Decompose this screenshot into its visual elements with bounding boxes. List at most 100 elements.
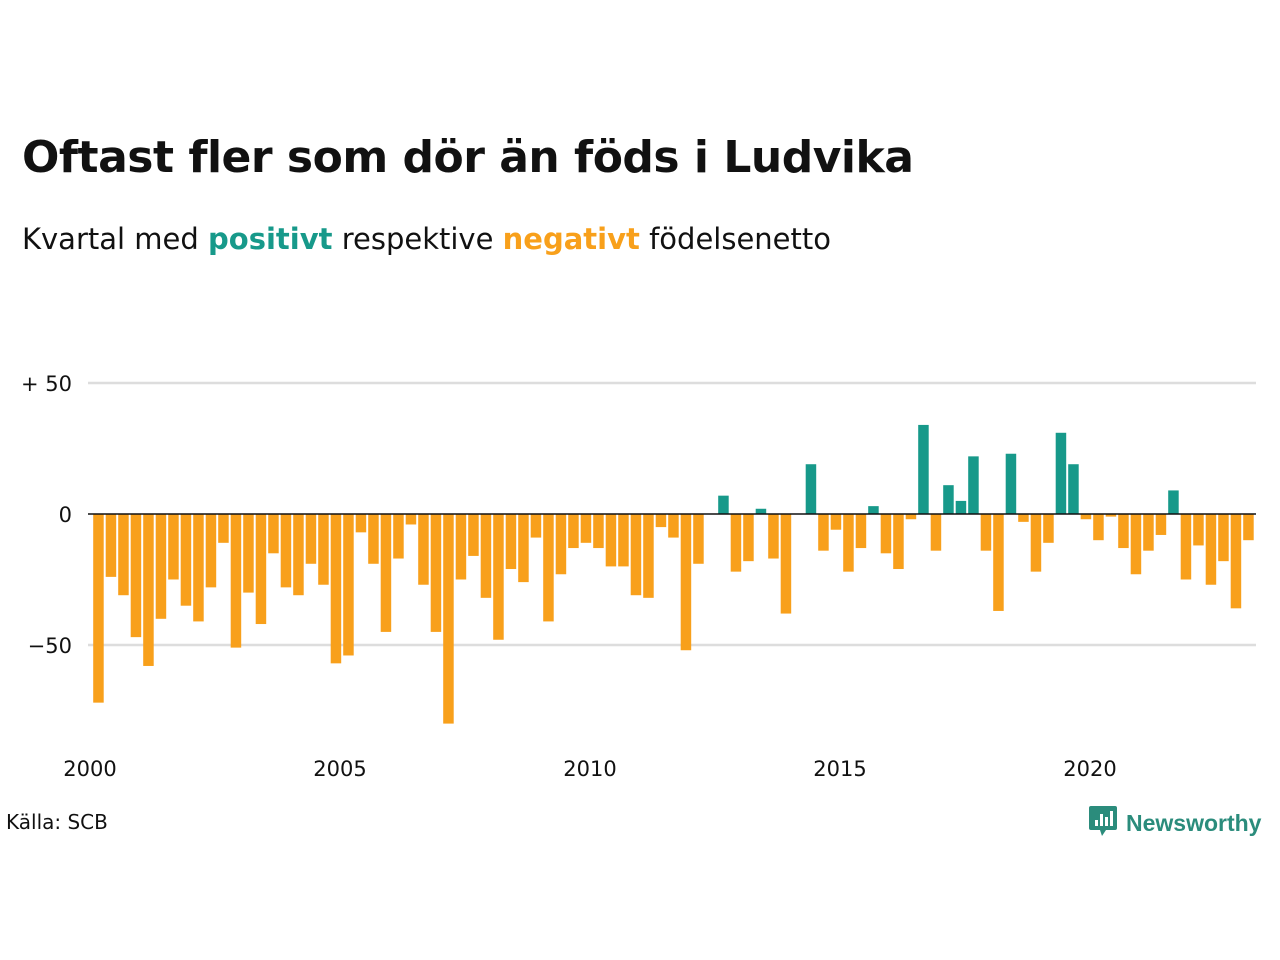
bar: [1218, 514, 1229, 562]
bar: [1080, 514, 1092, 520]
x-tick-label: 2020: [1063, 757, 1116, 781]
axis-layer: + 50 0 −50 2000 2005 2010 2015 2020: [21, 372, 1256, 781]
bar: [1018, 514, 1029, 522]
chart-title: Oftast fler som dör än föds i Ludvika: [22, 132, 914, 183]
bar: [1230, 514, 1242, 609]
bar: [218, 514, 229, 543]
bar: [930, 514, 942, 551]
bar: [343, 514, 354, 656]
bar: [680, 514, 692, 651]
bar: [893, 514, 904, 570]
bar: [780, 514, 792, 614]
bar: [993, 514, 1004, 611]
bar: [293, 514, 304, 596]
bar: [855, 514, 867, 549]
bar: [243, 514, 254, 593]
bar: [205, 514, 217, 588]
bar: [455, 514, 467, 580]
brand-name: Newsworthy: [1126, 809, 1262, 836]
bar: [430, 514, 442, 632]
x-tick-label: 2000: [63, 757, 116, 781]
subtitle-suffix: födelsenetto: [649, 222, 831, 256]
bar: [955, 500, 967, 514]
bar: [730, 514, 742, 572]
bar: [1055, 432, 1067, 514]
bar: [518, 514, 529, 583]
newsworthy-logo-icon: [1088, 804, 1118, 842]
bar: [1168, 490, 1179, 514]
bar: [1143, 514, 1154, 551]
bar: [743, 514, 754, 562]
bar: [568, 514, 579, 549]
bar: [255, 514, 267, 625]
bar: [693, 514, 704, 564]
subtitle-prefix: Kvartal med: [22, 222, 199, 256]
bar: [880, 514, 892, 554]
bar: [755, 508, 767, 514]
subtitle-middle: respektive: [341, 222, 494, 256]
bar: [768, 514, 779, 559]
y-tick-label: 0: [59, 503, 72, 527]
bar: [1118, 514, 1129, 549]
bar: [605, 514, 617, 567]
subtitle-positive-label: positivt: [208, 222, 333, 256]
bar: [905, 514, 917, 520]
bar: [618, 514, 629, 567]
bar: [168, 514, 179, 580]
bar: [1105, 514, 1117, 517]
bar: [105, 514, 117, 577]
subtitle-negative-label: negativt: [502, 222, 640, 256]
bar: [593, 514, 604, 549]
bar: [655, 514, 667, 528]
bar: [1068, 464, 1079, 514]
bar: [268, 514, 279, 554]
bar: [368, 514, 379, 564]
bar: [180, 514, 192, 606]
bar: [118, 514, 129, 596]
grid-layer: [88, 381, 1256, 647]
bar: [505, 514, 517, 570]
bar: [1180, 514, 1192, 580]
x-tick-label: 2005: [313, 757, 366, 781]
bar: [380, 514, 392, 632]
bar: [130, 514, 142, 638]
chart-subtitle: Kvartal med positivt respektive negativt…: [22, 222, 831, 256]
bar: [868, 506, 879, 514]
bar: [1093, 514, 1104, 541]
bar: [330, 514, 342, 664]
bar: [318, 514, 329, 585]
bar: [980, 514, 992, 551]
bar: [818, 514, 829, 551]
bar-layer: [93, 424, 1254, 724]
bar: [1193, 514, 1204, 546]
bar: [280, 514, 292, 588]
bar: [805, 464, 817, 514]
bar: [1030, 514, 1042, 572]
bar: [830, 514, 842, 530]
bar: [230, 514, 242, 648]
bar: [1005, 453, 1017, 514]
bar: [493, 514, 504, 640]
x-tick-label: 2015: [813, 757, 866, 781]
bar: [443, 514, 454, 724]
bar: [543, 514, 554, 622]
y-tick-label: −50: [28, 634, 72, 658]
bar: [93, 514, 104, 703]
bar: [943, 485, 954, 514]
bar: [1043, 514, 1054, 543]
bar: [480, 514, 492, 598]
bar: [405, 514, 417, 525]
bar: [843, 514, 854, 572]
bar: [918, 424, 929, 514]
bar: [468, 514, 479, 556]
x-tick-label: 2010: [563, 757, 616, 781]
bar: [1130, 514, 1142, 575]
bar: [355, 514, 367, 533]
bar: [580, 514, 592, 543]
bar: [555, 514, 567, 575]
bar: [393, 514, 404, 559]
brand-logo[interactable]: Newsworthy: [1088, 804, 1261, 842]
bar: [718, 495, 729, 514]
bar: [668, 514, 679, 538]
bar: [630, 514, 642, 596]
